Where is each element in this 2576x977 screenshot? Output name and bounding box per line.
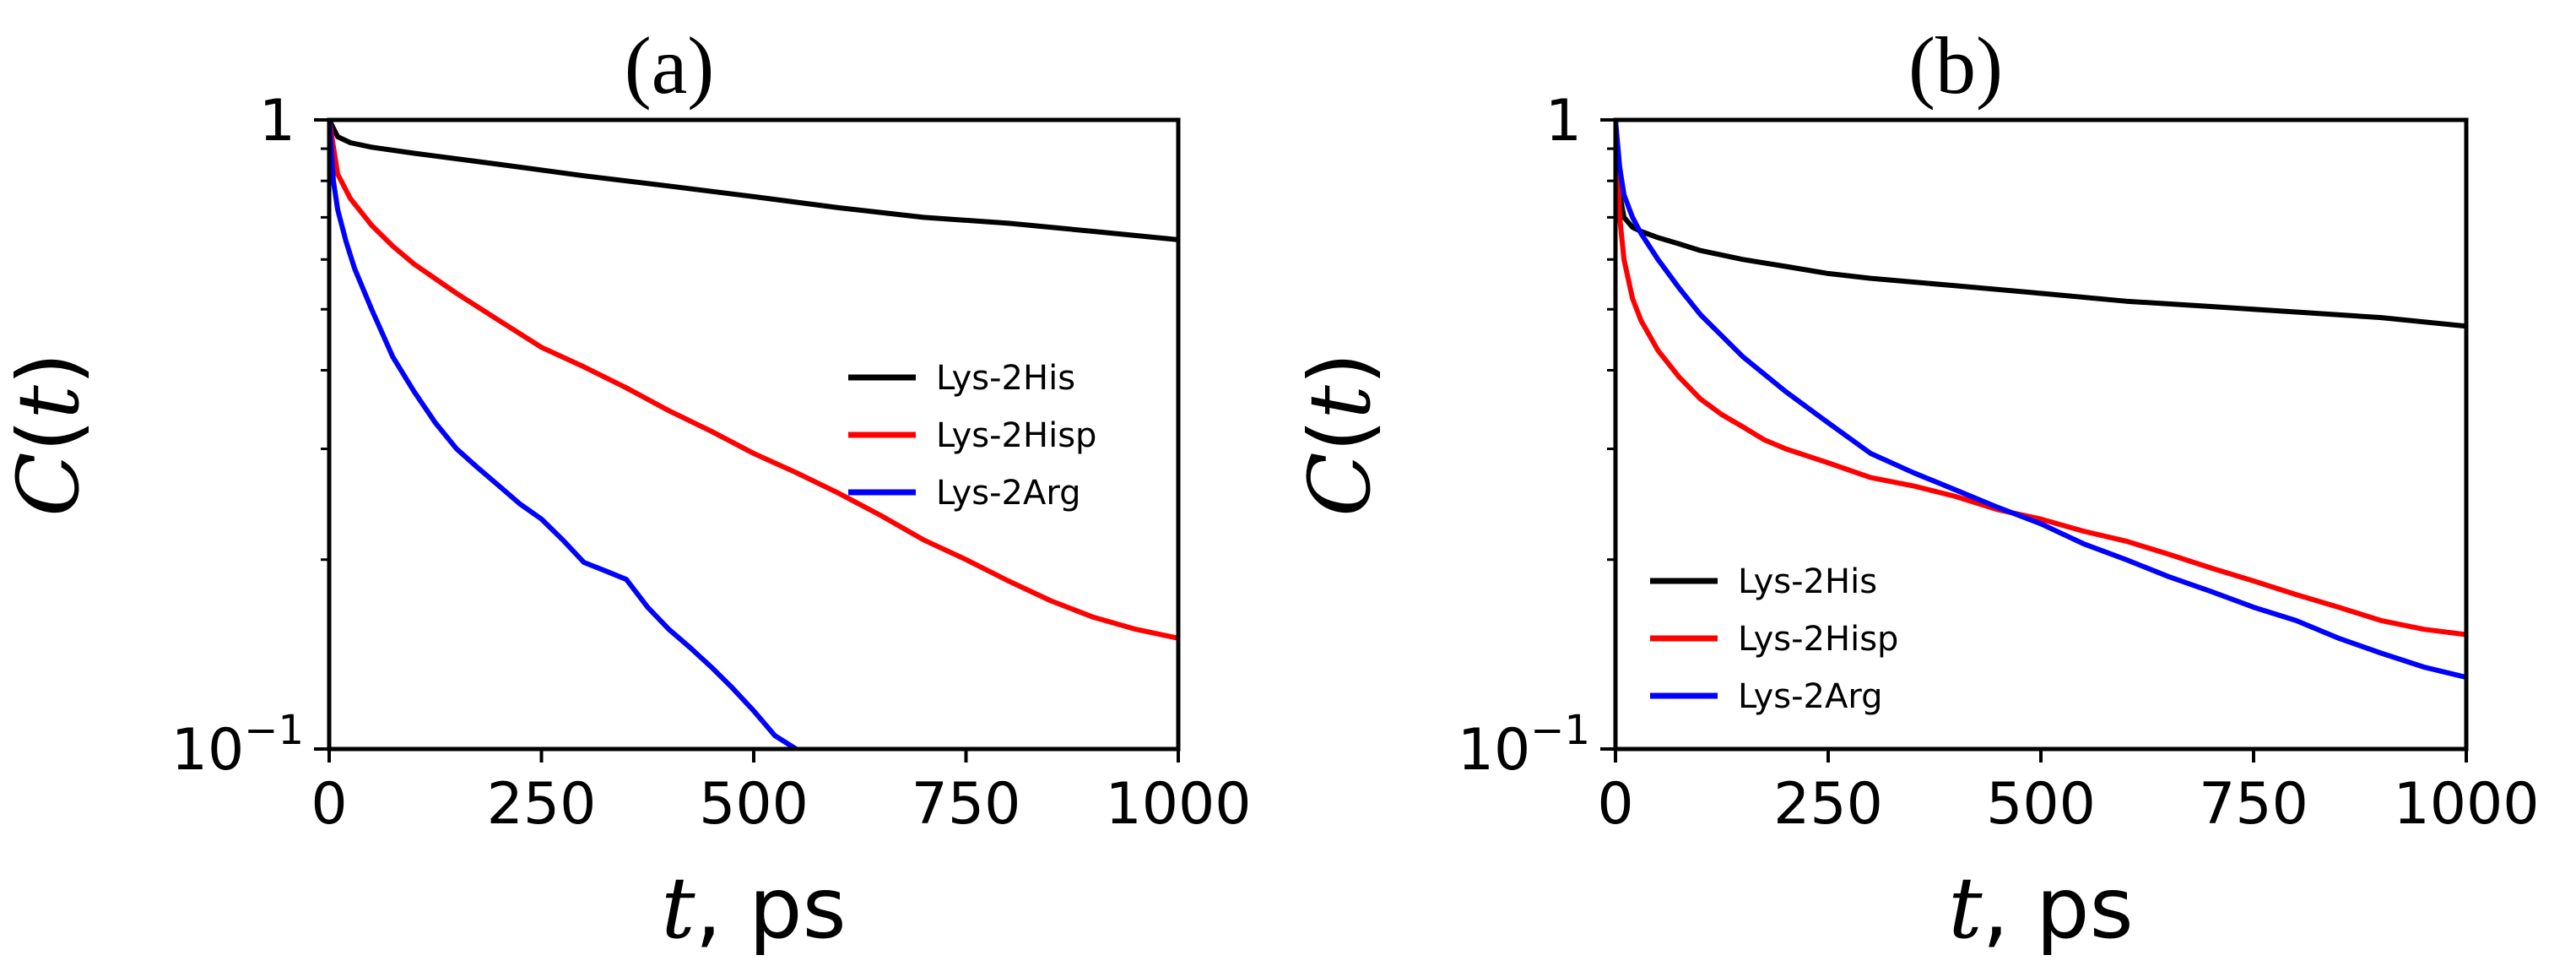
y-tick-label-top: 1 [259, 88, 295, 155]
x-tick-label: 0 [1597, 771, 1633, 838]
y-tick-label-bottom: 10−1 [171, 707, 304, 784]
x-tick-label: 750 [2199, 771, 2308, 838]
series-group [1615, 120, 2466, 681]
legend-label: Lys-2His [1738, 562, 1877, 601]
legend: Lys-2His Lys-2Hisp Lys-2Arg [1650, 562, 1898, 716]
x-tick-label: 500 [1986, 771, 2096, 838]
legend-label: Lys-2Hisp [936, 416, 1096, 455]
x-tick-label: 0 [311, 771, 347, 838]
series-line-lys-2his [329, 120, 1178, 242]
legend-label: Lys-2His [936, 359, 1075, 398]
y-tick-label-bottom: 10−1 [1458, 707, 1590, 784]
x-axis-label: t, ps [661, 859, 846, 958]
legend-label: Lys-2Arg [1738, 677, 1883, 716]
y-axis-label: C(t) [0, 352, 98, 517]
series-line-lys-2arg [1615, 120, 2466, 681]
panel-title: (a) [625, 20, 715, 111]
series-line-lys-2arg [329, 120, 799, 749]
series-line-lys-2hisp [1615, 120, 2466, 638]
x-tick-label: 250 [1773, 771, 1883, 838]
x-tick-label: 250 [487, 771, 597, 838]
legend-label: Lys-2Arg [936, 474, 1081, 513]
x-tick-label: 750 [912, 771, 1021, 838]
y-axis-label: C(t) [1291, 352, 1389, 517]
x-axis-label: t, ps [1948, 859, 2133, 958]
legend-label: Lys-2Hisp [1738, 620, 1898, 659]
x-tick-label: 500 [699, 771, 809, 838]
series-line-lys-2his [1615, 120, 2466, 329]
legend: Lys-2His Lys-2Hisp Lys-2Arg [848, 359, 1096, 513]
panel-title: (b) [1908, 20, 2003, 111]
y-tick-label-top: 1 [1545, 88, 1582, 155]
series-group [329, 120, 1178, 749]
x-tick-label: 1000 [1105, 771, 1251, 838]
x-tick-label: 1000 [2393, 771, 2539, 838]
series-line-lys-2hisp [329, 120, 1178, 641]
